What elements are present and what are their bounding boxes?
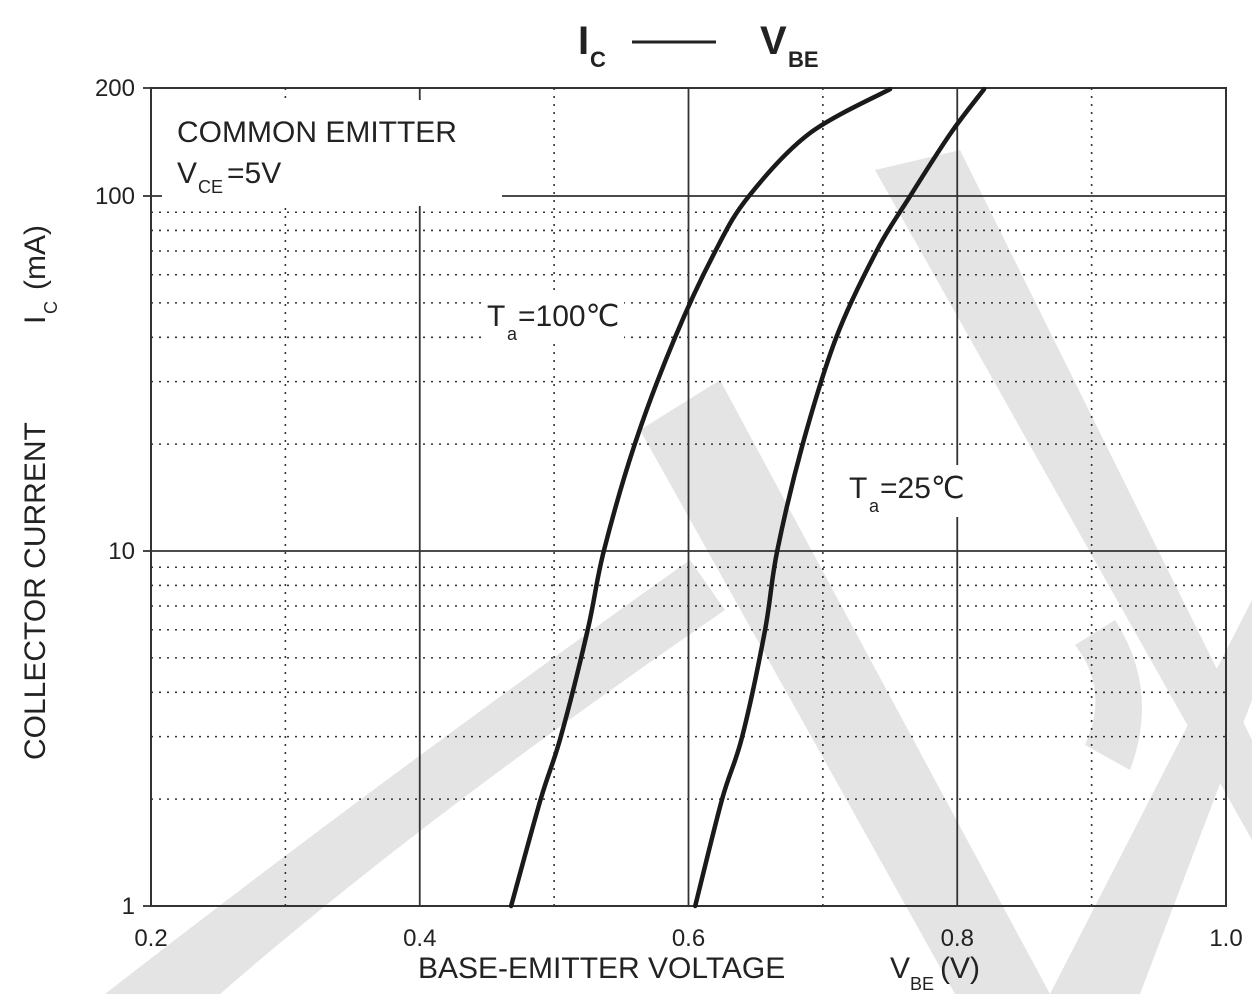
series-label-bg-2 [846,465,970,517]
tick-labels: 0.2 0.4 0.6 0.8 1.0 1 10 100 200 [95,75,1243,952]
series-line-2 [692,86,987,909]
y-axis-label: COLLECTOR CURRENT [19,422,52,760]
y-axis-symbol: I [19,316,52,324]
x-tick-label: 1.0 [1209,925,1242,952]
x-tick-label: 0.8 [941,925,974,952]
chart-title-sub-1: C [590,47,606,72]
y-axis-label-group: COLLECTOR CURRENT I C (mA) [19,225,61,760]
y-tick-label: 200 [95,75,135,102]
y-tick-label: 1 [122,893,135,920]
series-label-bg-1 [484,293,624,343]
series-label-1-rest: =100℃ [518,300,619,333]
condition-box [162,100,502,206]
series-line-1 [508,86,893,909]
x-tick-label: 0.2 [134,925,167,952]
condition-line-1: COMMON EMITTER [177,116,457,149]
series-lines [508,86,987,909]
series-label-2-rest: =25℃ [880,472,965,505]
watermark [105,150,1252,994]
series-label-1-main: T [487,300,505,333]
y-axis-unit: (mA) [19,225,52,290]
x-axis-symbol: V [890,952,910,985]
x-tick-label: 0.4 [403,925,436,952]
chart-title-symbol-1: I [578,19,589,63]
plot-frame [150,87,1227,907]
condition-vce-symbol: V [177,157,197,190]
y-tick-label: 10 [108,538,135,565]
y-tick-label: 100 [95,183,135,210]
x-tick-label: 0.6 [672,925,705,952]
x-axis-unit: (V) [940,952,980,985]
x-axis-label: BASE-EMITTER VOLTAGE [418,952,785,985]
series-label-2-sub: a [869,496,880,516]
series-label-2-main: T [849,472,867,505]
chart-title-symbol-2: V [760,19,787,63]
grid [143,87,1227,907]
series-label-1-sub: a [507,324,518,344]
y-axis-symbol-sub: C [41,301,61,314]
x-axis-symbol-sub: BE [910,974,934,994]
chart-title-sub-2: BE [788,47,819,72]
condition-vce-sub: CE [198,177,223,197]
condition-vce-value: =5V [227,157,281,190]
